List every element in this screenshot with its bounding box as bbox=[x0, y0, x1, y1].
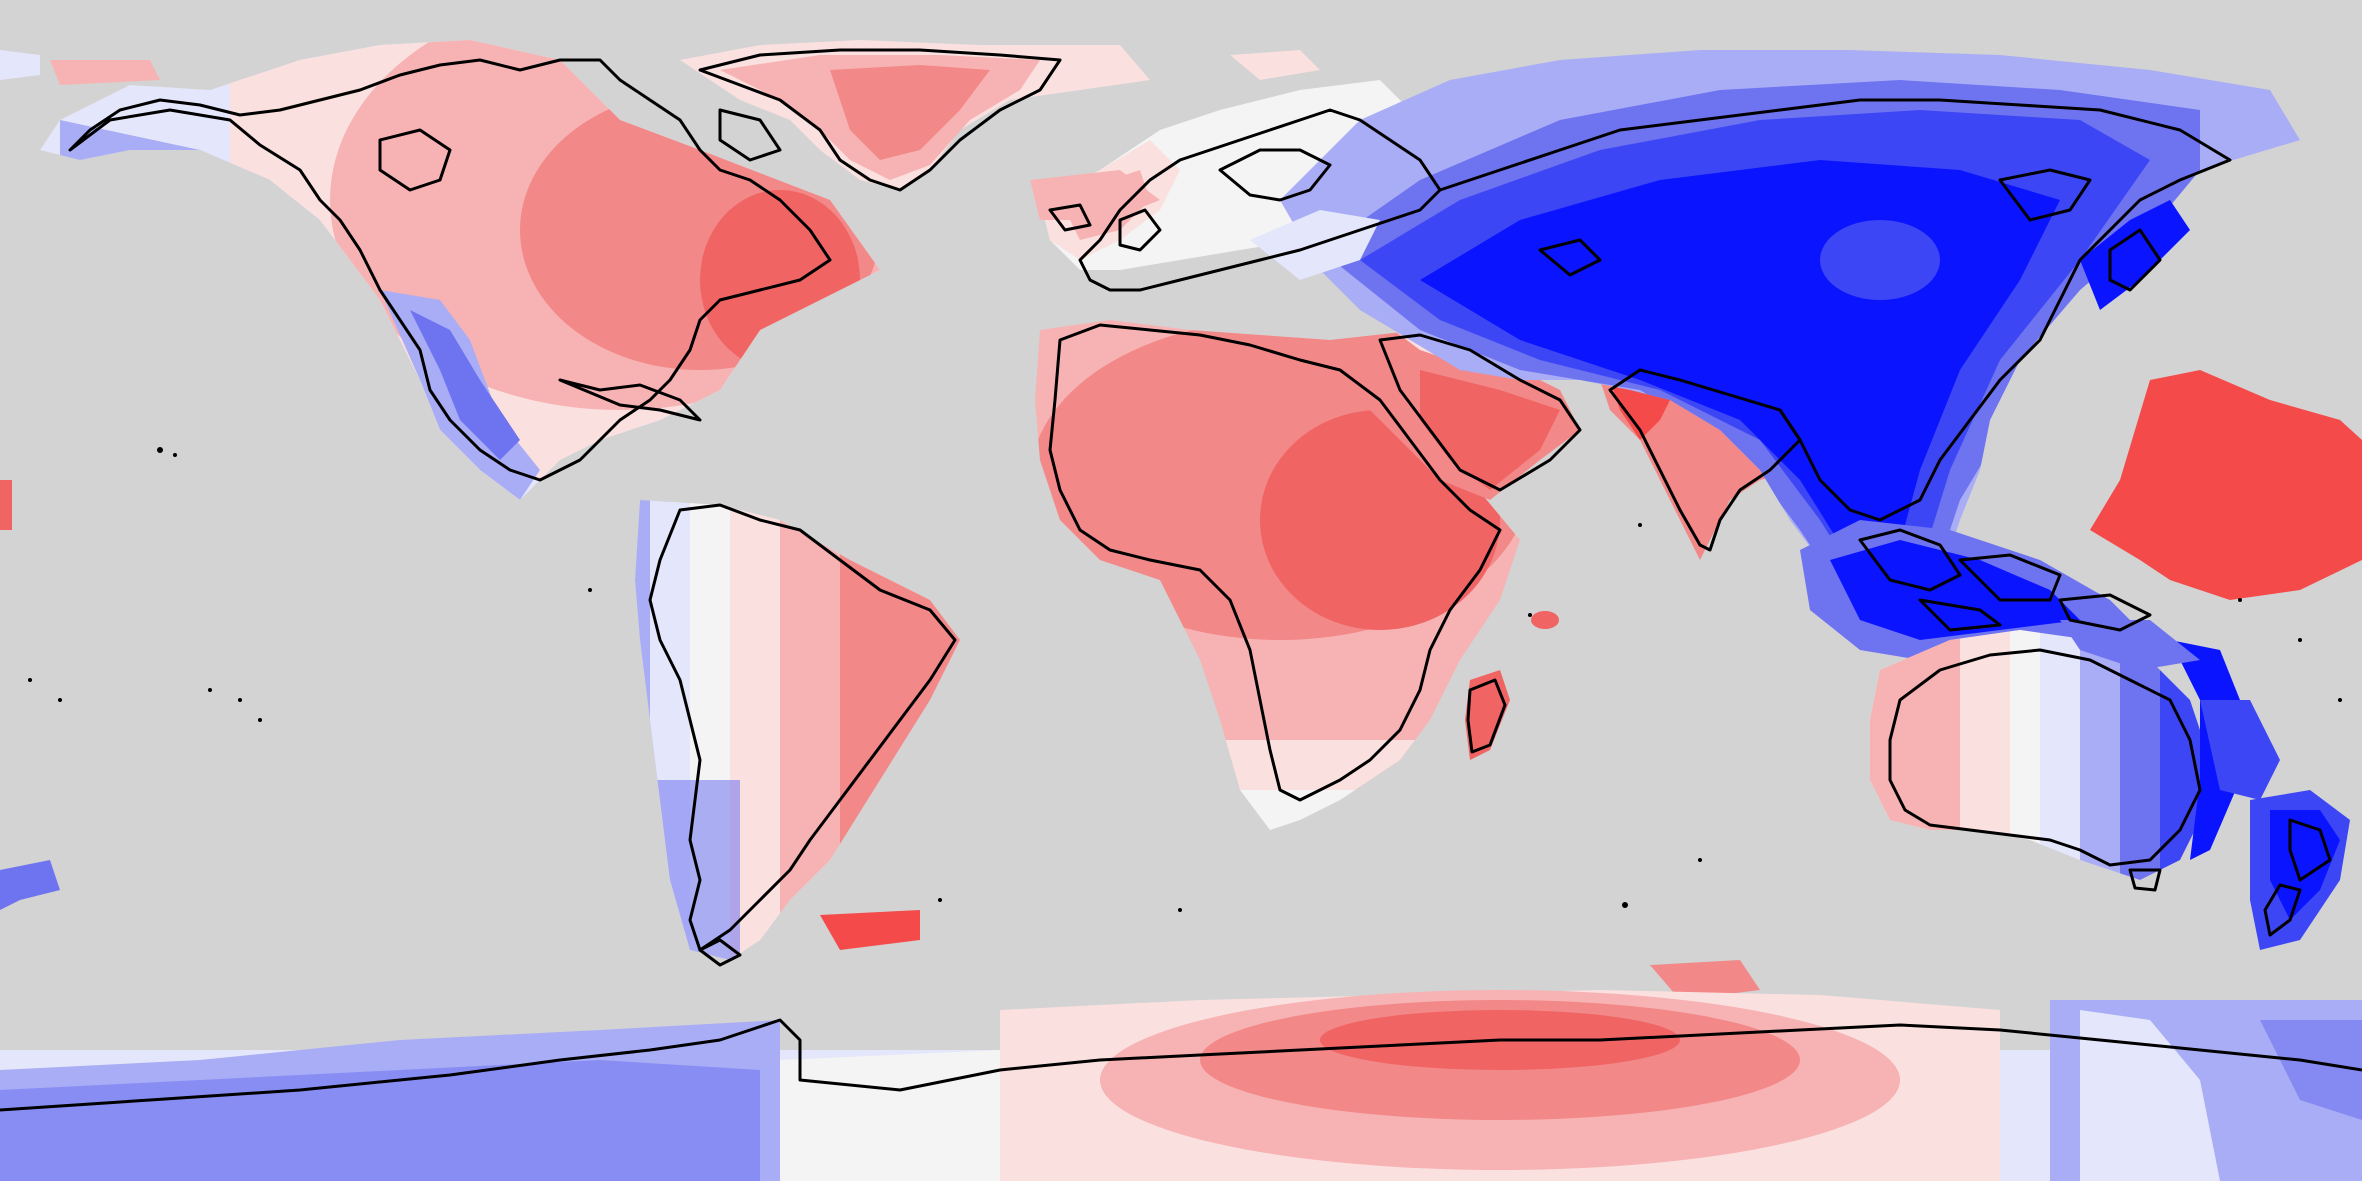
antarctica-anomaly bbox=[0, 990, 2362, 1181]
central-pacific-anomaly bbox=[2090, 370, 2362, 600]
kerguelen-patch bbox=[1650, 960, 1760, 1000]
asia-anomaly bbox=[1280, 50, 2300, 640]
arctic-canada-patch bbox=[50, 60, 160, 85]
falklands-patch bbox=[820, 910, 920, 950]
coastlines bbox=[0, 48, 2362, 1112]
australia-east-coast bbox=[2170, 640, 2240, 860]
nz-south-blue-patch bbox=[2200, 700, 2280, 800]
atlantic-edge-patch bbox=[0, 480, 12, 530]
indian-ocean-dot bbox=[1531, 611, 1559, 629]
island-speckles bbox=[28, 447, 2342, 912]
japan-anomaly bbox=[2080, 200, 2190, 310]
svalbard-patch bbox=[1230, 50, 1320, 80]
south-ocean-blue-west bbox=[0, 860, 60, 910]
papua-patch bbox=[2060, 620, 2200, 670]
